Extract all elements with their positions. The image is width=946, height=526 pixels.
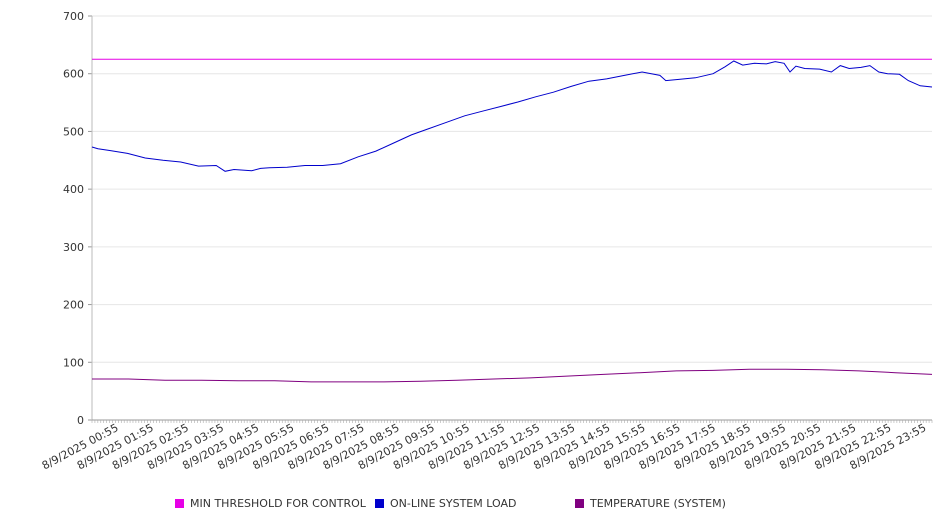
- y-tick-label-700: 700: [63, 10, 84, 23]
- legend-item-online-load[interactable]: ON-LINE SYSTEM LOAD: [375, 497, 516, 510]
- y-tick-label-600: 600: [63, 68, 84, 81]
- y-tick-label-100: 100: [63, 356, 84, 369]
- legend-swatch-temperature: [575, 499, 584, 508]
- y-tick-label-0: 0: [77, 414, 84, 427]
- y-tick-label-300: 300: [63, 241, 84, 254]
- series-lines: [91, 58, 933, 383]
- legend-item-min-threshold[interactable]: MIN THRESHOLD FOR CONTROL: [175, 497, 366, 510]
- legend: MIN THRESHOLD FOR CONTROL ON-LINE SYSTEM…: [0, 497, 946, 515]
- legend-item-temperature[interactable]: TEMPERATURE (SYSTEM): [575, 497, 726, 510]
- grid: [92, 15, 932, 421]
- legend-label-min-threshold: MIN THRESHOLD FOR CONTROL: [190, 497, 366, 510]
- legend-swatch-online-load: [375, 499, 384, 508]
- x-tick-labels: 8/9/2025 00:558/9/2025 01:558/9/2025 02:…: [40, 421, 929, 472]
- legend-label-online-load: ON-LINE SYSTEM LOAD: [390, 497, 517, 510]
- legend-label-temperature: TEMPERATURE (SYSTEM): [590, 497, 726, 510]
- axes: [88, 15, 933, 423]
- y-tick-label-500: 500: [63, 125, 84, 138]
- legend-swatch-min-threshold: [175, 499, 184, 508]
- series-line-2: [92, 368, 933, 383]
- y-tick-label-400: 400: [63, 183, 84, 196]
- y-tick-label-200: 200: [63, 299, 84, 312]
- y-tick-labels: 0 100 200 300 400 500 600 700: [63, 10, 84, 427]
- series-line-1: [91, 60, 933, 172]
